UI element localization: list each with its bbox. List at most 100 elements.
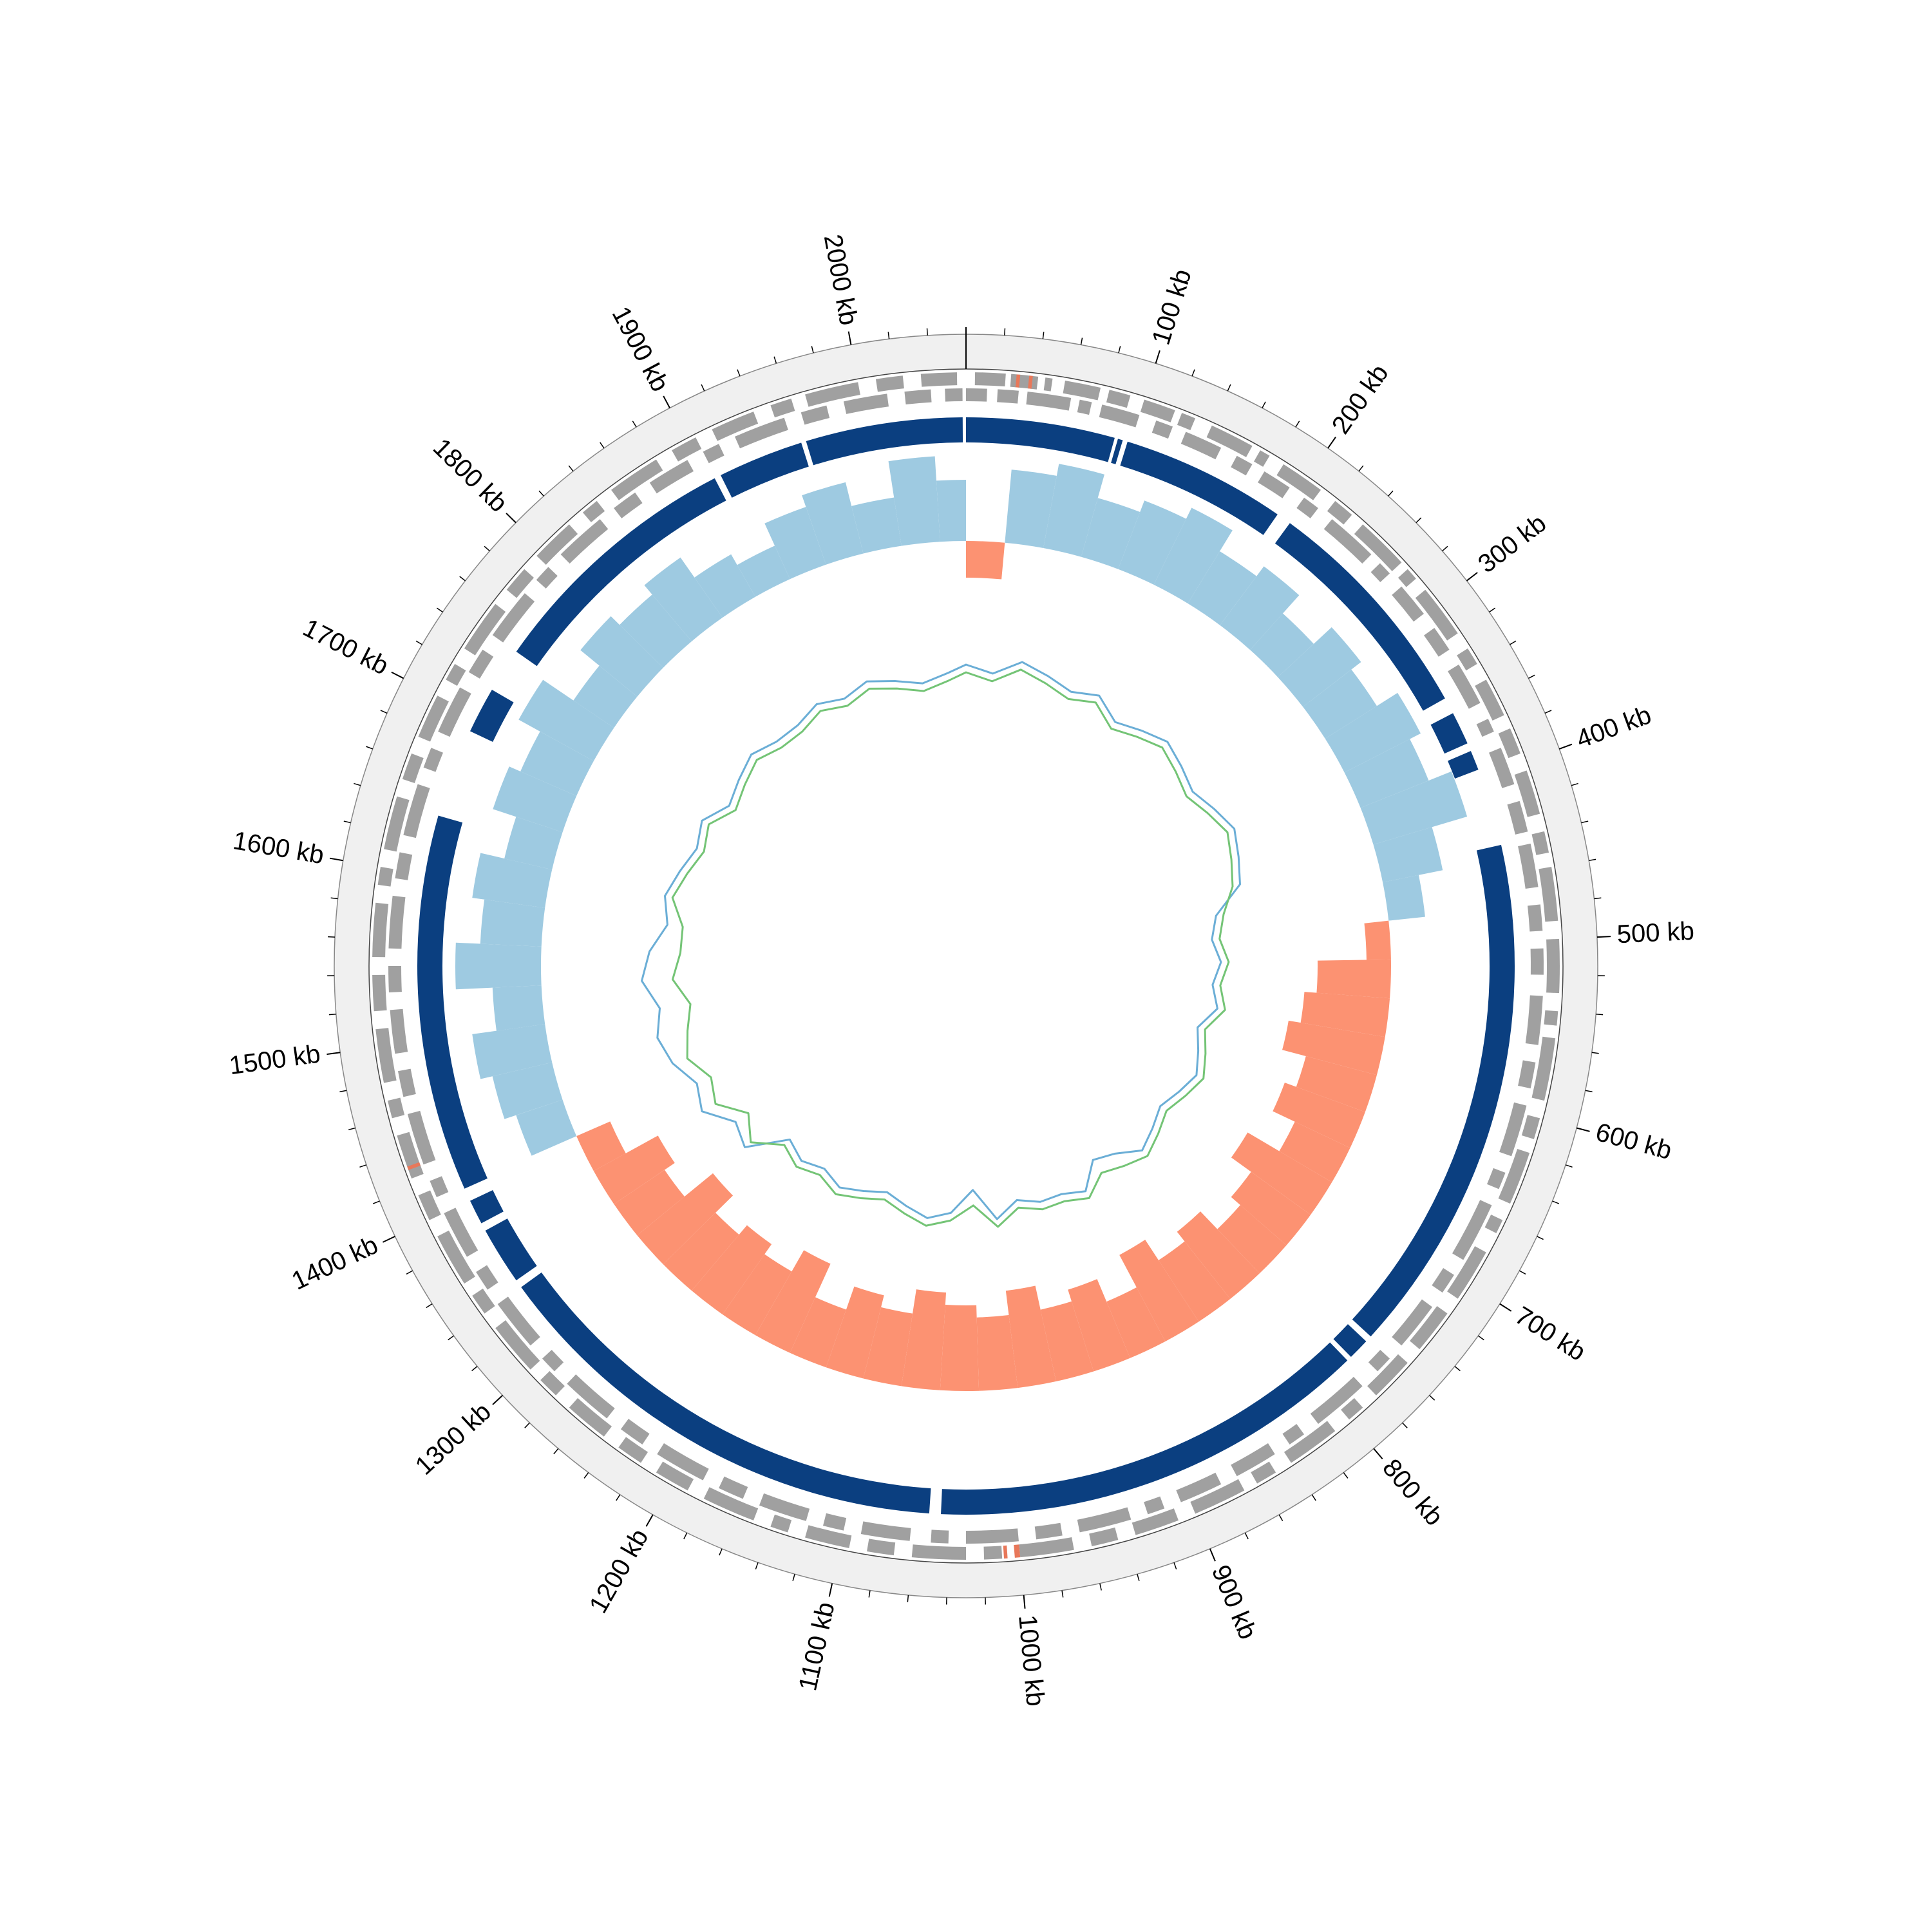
minor-tick (701, 384, 705, 392)
tick-label: 100 kb (1147, 266, 1197, 348)
gc-content-bar (518, 679, 614, 761)
gc-content-bar (620, 594, 692, 668)
forward-feature (703, 1487, 759, 1520)
reverse-feature (1077, 399, 1092, 415)
reverse-feature (542, 1350, 564, 1372)
reverse-feature (444, 1208, 478, 1257)
forward-feature (569, 1397, 612, 1437)
major-tick (492, 1394, 504, 1405)
reverse-feature (403, 784, 430, 838)
major-tick (391, 671, 404, 679)
gc-content-bar (504, 817, 563, 870)
forward-feature (1457, 648, 1477, 671)
forward-feature (402, 753, 424, 784)
gc-content-bar (614, 1170, 685, 1236)
major-tick (1596, 936, 1611, 938)
reverse-feature (1231, 455, 1253, 476)
gc-content-bar (1360, 771, 1468, 845)
minor-tick (1477, 1335, 1484, 1341)
gc-content-bar (851, 497, 902, 554)
minor-tick (868, 1590, 871, 1598)
gc-content-bar (764, 507, 826, 580)
forward-feature (472, 1288, 495, 1314)
forward-feature (1484, 1215, 1503, 1233)
blocks-feature (1333, 1324, 1367, 1358)
reverse-feature (703, 444, 724, 464)
forward-feature (1544, 1010, 1558, 1026)
forward-feature (1410, 1305, 1448, 1350)
gc-content-bar (936, 480, 966, 542)
minor-tick (372, 1200, 380, 1204)
forward-feature (1190, 1479, 1245, 1514)
forward-feature (1276, 464, 1321, 500)
forward-feature (388, 1097, 405, 1119)
minor-tick (1061, 1590, 1064, 1598)
forward-feature (712, 412, 759, 441)
minor-tick (1278, 1514, 1283, 1521)
minor-tick (926, 328, 928, 336)
reverse-feature (997, 389, 1019, 404)
minor-tick (343, 820, 351, 824)
gc-content-bar (1177, 1211, 1260, 1299)
gc-content-bar (1231, 1132, 1332, 1215)
reverse-feature (719, 1476, 748, 1499)
minor-tick (1429, 1395, 1435, 1401)
forward-feature (536, 524, 578, 565)
forward-feature (770, 1514, 792, 1533)
minor-tick (426, 1303, 433, 1309)
minor-tick (1099, 1583, 1102, 1591)
reverse-feature (1518, 843, 1539, 889)
reverse-feature (1486, 1168, 1506, 1189)
minor-tick (811, 346, 814, 354)
minor-tick (448, 1335, 455, 1341)
reverse-feature (1530, 948, 1544, 975)
minor-tick (354, 782, 361, 786)
minor-tick (1118, 346, 1121, 354)
gc-content-bar (826, 1286, 884, 1379)
forward-feature (672, 437, 702, 462)
reverse-feature (1026, 392, 1072, 411)
tick-label: 500 kb (1616, 917, 1695, 949)
forward-feature (1019, 1537, 1074, 1558)
major-tick (329, 857, 343, 862)
reverse-feature (1507, 800, 1528, 835)
tick-label: 2000 kb (819, 232, 863, 327)
reverse-feature (1518, 1060, 1536, 1089)
forward-feature (1063, 380, 1101, 401)
gc-content-bar (1188, 551, 1257, 625)
minor-tick (600, 442, 605, 449)
reverse-feature (843, 393, 889, 414)
minor-tick (1358, 465, 1364, 472)
minor-tick (1137, 1574, 1140, 1582)
forward-feature (1498, 1148, 1530, 1204)
gc-content-bar (1043, 464, 1104, 557)
gc-content-bar (1300, 992, 1390, 1037)
forward-feature (1415, 589, 1458, 641)
minor-tick (1416, 517, 1422, 524)
major-tick (1327, 437, 1336, 449)
gc-content-bar (455, 942, 542, 990)
forward-feature (582, 500, 605, 522)
gc-content-bar (1373, 827, 1443, 883)
reverse-feature (860, 1521, 911, 1541)
forward-feature (805, 1525, 852, 1548)
gc-content-bar (663, 1213, 739, 1291)
forward-feature (464, 603, 506, 656)
gc-content-bar (576, 1121, 626, 1171)
gc-content-bar (1303, 669, 1377, 739)
reverse-feature (1180, 431, 1222, 460)
rna-feature (407, 1162, 421, 1170)
gc-content-bar (1068, 1279, 1130, 1372)
minor-tick (339, 1090, 347, 1093)
gc-content-bar (1282, 1020, 1385, 1075)
reverse-feature (1528, 904, 1543, 932)
gc-content-bar (1316, 959, 1391, 999)
minor-tick (538, 490, 544, 497)
forward-feature (1283, 1421, 1336, 1463)
gc-content-bar (1325, 692, 1421, 773)
minor-tick (792, 1574, 795, 1582)
reverse-feature (423, 748, 443, 772)
blocks-feature (806, 417, 963, 466)
reverse-feature (1489, 748, 1515, 788)
